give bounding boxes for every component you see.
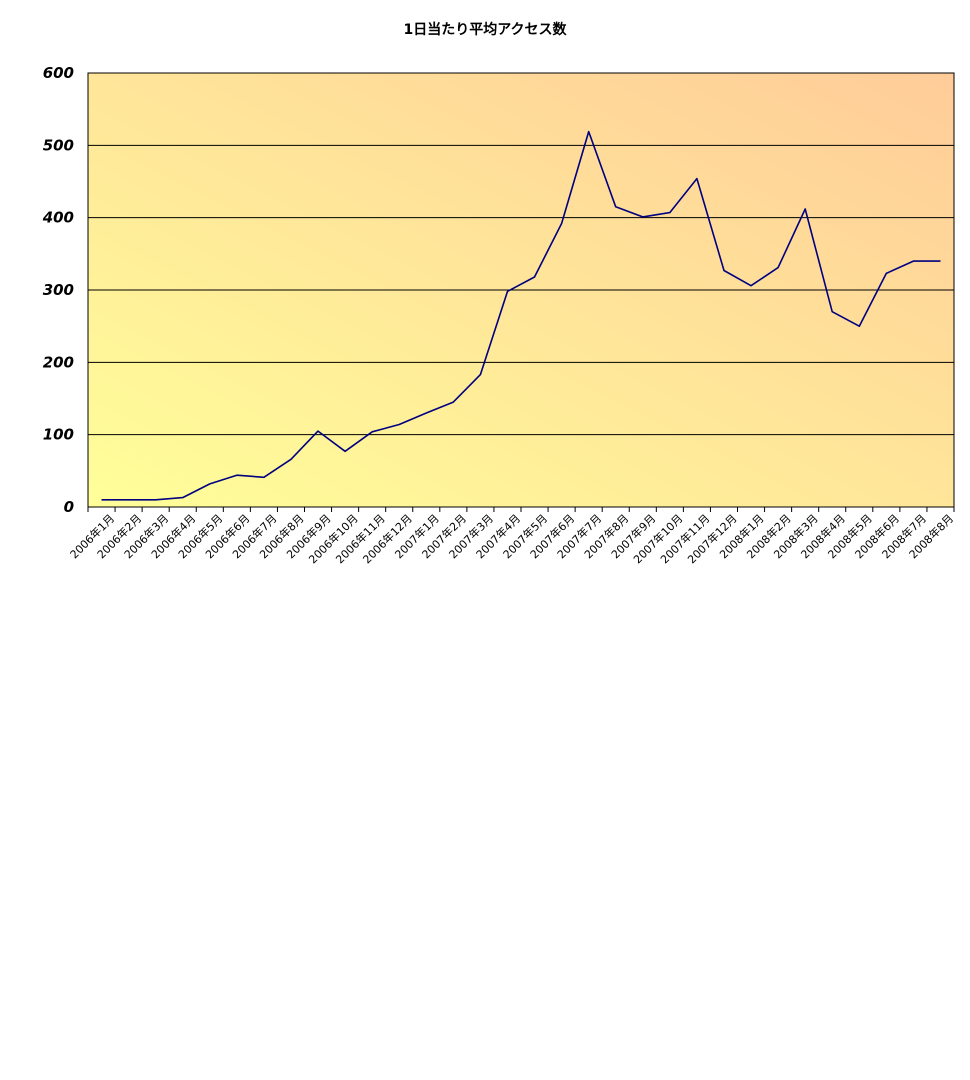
data-point xyxy=(857,324,861,328)
data-point xyxy=(397,423,401,427)
data-point xyxy=(722,268,726,272)
data-point xyxy=(208,482,212,486)
data-point xyxy=(478,373,482,377)
x-axis: 2006年1月2006年2月2006年3月2006年4月2006年5月2006年… xyxy=(67,507,956,566)
data-point xyxy=(749,284,753,288)
chart-container: 1日当たり平均アクセス数 0 100 200 300 400 500 600 2006年1月… xyxy=(42,21,956,566)
data-point xyxy=(154,498,158,502)
data-point xyxy=(776,266,780,270)
data-point xyxy=(695,177,699,181)
y-tick-label: 400 xyxy=(42,209,74,227)
data-point xyxy=(235,473,239,477)
series-layer xyxy=(100,130,942,502)
series-line xyxy=(101,130,941,501)
data-point xyxy=(181,496,185,500)
data-point xyxy=(560,221,564,225)
data-point xyxy=(262,475,266,479)
y-tick-label: 500 xyxy=(43,136,74,154)
data-point xyxy=(668,211,672,215)
data-point xyxy=(289,457,293,461)
data-point xyxy=(100,498,104,502)
data-point xyxy=(533,275,537,279)
data-point xyxy=(370,430,374,434)
chart-title: 1日当たり平均アクセス数 xyxy=(403,21,567,38)
data-point xyxy=(614,205,618,209)
data-point xyxy=(830,310,834,314)
data-point xyxy=(587,130,591,134)
y-tick-label: 100 xyxy=(43,426,74,444)
data-point xyxy=(884,271,888,275)
data-point xyxy=(127,498,131,502)
y-tick-label: 300 xyxy=(43,281,74,299)
data-point xyxy=(316,429,320,433)
data-point xyxy=(505,289,509,293)
data-point xyxy=(803,207,807,211)
y-tick-label: 600 xyxy=(43,64,74,82)
y-tick-label: 200 xyxy=(43,353,74,371)
data-point xyxy=(424,411,428,415)
data-point xyxy=(641,215,645,219)
data-point xyxy=(911,259,915,263)
line-chart: 1日当たり平均アクセス数 0 100 200 300 400 500 600 2006年1月… xyxy=(42,21,956,566)
y-axis: 0 100 200 300 400 500 600 xyxy=(42,64,74,516)
y-tick-label: 0 xyxy=(64,498,74,516)
data-point xyxy=(451,400,455,404)
data-point xyxy=(343,449,347,453)
data-point xyxy=(938,259,942,263)
grid-lines xyxy=(88,144,954,436)
